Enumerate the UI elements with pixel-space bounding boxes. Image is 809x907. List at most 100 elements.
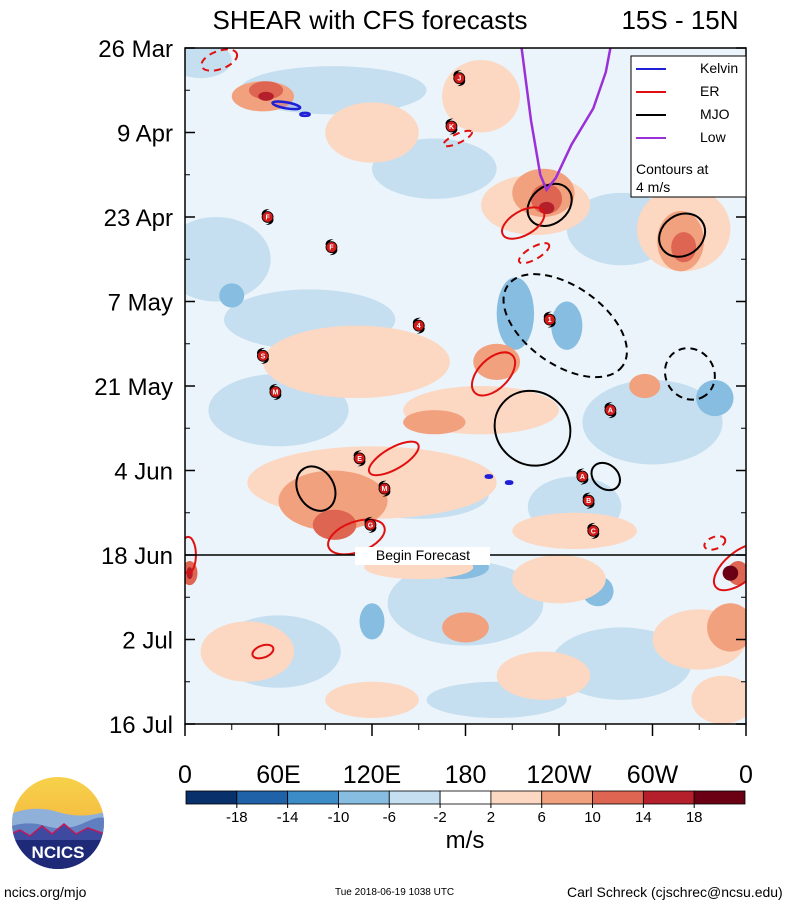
storm-dot: [364, 518, 377, 531]
anomaly-area: [359, 603, 385, 640]
storm-marker: F: [325, 239, 338, 256]
storm-dot: [445, 120, 458, 133]
begin-forecast-label-bg: [355, 547, 490, 565]
x-tick-label: 0: [178, 761, 192, 789]
storm-dot: [582, 494, 595, 507]
storm-marker: A: [604, 402, 617, 419]
er-contour: [517, 242, 551, 265]
anomaly-area: [582, 379, 723, 465]
x-tick-label: 0: [739, 761, 753, 789]
mjo-contour: [526, 182, 573, 228]
storm-dot: [325, 241, 338, 254]
storm-dot: [543, 313, 556, 326]
x-tick-label: 60W: [627, 761, 679, 789]
storm-label: F: [265, 215, 270, 222]
mjo-contour: [590, 461, 621, 492]
anomaly-area: [512, 555, 606, 604]
anomaly-area: [325, 681, 419, 718]
anomaly-area: [262, 325, 450, 399]
colorbar-level-label: -6: [383, 809, 396, 826]
mjo-contour: [502, 273, 628, 379]
storm-marker: A: [576, 468, 589, 485]
footer-timestamp: Tue 2018-06-19 1038 UTC: [335, 887, 455, 898]
ncics-logo-text: NCICS: [32, 843, 85, 862]
storm-label: F: [329, 245, 334, 252]
storm-marker: S: [256, 347, 269, 364]
er-contour: [501, 206, 546, 240]
colorbar-box: [693, 790, 746, 805]
mjo-contour: [658, 212, 707, 258]
anomaly-area: [200, 621, 295, 682]
y-tick-label: 16 Jul: [109, 712, 173, 739]
storm-label: J: [457, 76, 461, 83]
er-contour: [200, 48, 239, 72]
legend: Kelvin ER MJO Low Contours at 4 m/s: [630, 55, 747, 198]
y-tick-label: 9 Apr: [117, 121, 173, 148]
storm-marker: G: [364, 516, 377, 533]
y-tick-label: 2 Jul: [122, 628, 173, 655]
y-tick-label: 23 Apr: [104, 205, 173, 232]
anomaly-area: [312, 509, 357, 540]
kelvin-contour: [504, 480, 514, 486]
x-tick-label: 120E: [343, 761, 401, 789]
legend-label-low: Low: [700, 129, 727, 145]
colorbar-level-label: -2: [433, 809, 446, 826]
anomaly-area: [325, 102, 419, 163]
colorbar: -18 -14 -10 -6 -2 2 6 10 14 18: [185, 790, 746, 826]
storm-dot: [269, 386, 282, 398]
colorbar-level-label: -14: [277, 809, 299, 826]
storm-dot: [257, 349, 269, 362]
storm-label: M: [382, 486, 388, 493]
mjo-contour: [295, 465, 337, 512]
anomaly-area: [258, 91, 274, 101]
begin-forecast-label: Begin Forecast: [376, 547, 470, 563]
kelvin-contour: [271, 100, 302, 111]
legend-box: [630, 55, 747, 198]
storm-marker: F: [261, 209, 274, 225]
x-tick-label: 180: [445, 761, 487, 789]
colorbar-level-label: 14: [635, 809, 652, 826]
colorbar-level-label: 6: [538, 809, 546, 826]
anomaly-area: [278, 470, 388, 531]
colorbar-units: m/s: [446, 827, 485, 854]
storm-label: A: [608, 408, 613, 415]
ncics-logo: NCICS: [6, 776, 110, 870]
y-tick-label: 26 Mar: [98, 36, 173, 63]
footer-author: Carl Schreck (cjschrec@ncsu.edu): [567, 884, 783, 900]
colorbar-box: [388, 790, 441, 805]
storm-label: K: [449, 124, 454, 131]
storm-dot: [261, 211, 274, 223]
storm-marker: B: [582, 492, 595, 509]
colorbar-box: [439, 790, 492, 805]
anomaly-area: [219, 283, 245, 308]
colorbar-level-label: 2: [487, 809, 495, 826]
colorbar-box: [287, 790, 339, 805]
storm-dot: [412, 319, 425, 332]
anomaly-area: [691, 675, 746, 724]
storm-dot: [453, 72, 466, 85]
anomaly-area: [696, 379, 734, 417]
storm-label: C: [591, 528, 596, 535]
anomaly-area: [185, 48, 232, 79]
legend-label-kelvin: Kelvin: [700, 60, 738, 76]
er-contour: [251, 643, 275, 660]
storm-marker: E: [353, 450, 366, 467]
anomaly-area: [185, 217, 271, 302]
storm-dot: [576, 470, 589, 483]
footer-url: ncics.org/mjo: [4, 884, 87, 900]
anomaly-area: [387, 561, 544, 646]
storm-label: E: [357, 456, 362, 463]
colorbar-level-label: -18: [226, 809, 248, 826]
anomaly-area: [551, 301, 583, 350]
y-tick-label: 4 Jun: [114, 459, 173, 486]
anomaly-area: [473, 343, 521, 380]
colorbar-box: [185, 790, 238, 805]
mjo-contour: [493, 389, 572, 467]
anomaly-area: [496, 651, 591, 700]
low-track-line: [520, 48, 612, 193]
colorbar-box: [490, 790, 543, 805]
kelvin-contour: [484, 474, 494, 479]
er-contour: [442, 129, 473, 148]
anomaly-area: [722, 565, 739, 581]
